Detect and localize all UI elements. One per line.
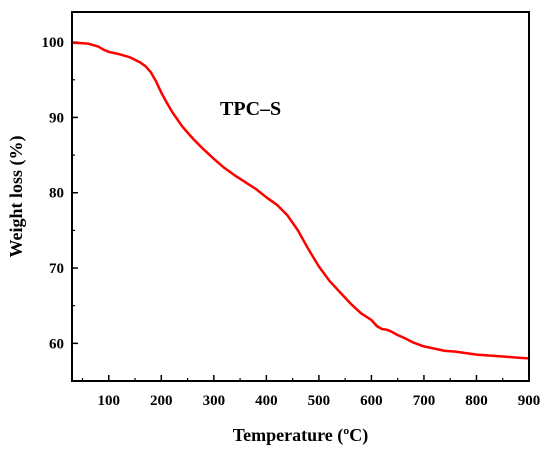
x-tick-labels: 100 200 300 400 500 600 700 800 900: [98, 393, 541, 409]
y-tick-label: 60: [49, 336, 64, 352]
x-tick-label: 400: [255, 393, 278, 409]
x-tick-label: 300: [203, 393, 226, 409]
tga-curve: [70, 41, 531, 360]
x-tick-label: 100: [98, 393, 121, 409]
y-tick-label: 80: [49, 186, 64, 202]
x-axis-title: Temperature (ºC): [233, 425, 368, 446]
x-tick-label: 600: [360, 393, 383, 409]
plot-frame: [71, 11, 530, 382]
y-tick-label: 90: [49, 110, 64, 126]
sample-annotation: TPC–S: [220, 98, 281, 120]
y-tick-label: 70: [49, 261, 64, 277]
x-tick-label: 900: [518, 393, 541, 409]
y-axis-title: Weight loss (%): [6, 135, 27, 257]
x-tick-label: 800: [465, 393, 488, 409]
x-tick-label: 200: [150, 393, 173, 409]
x-tick-label: 700: [413, 393, 436, 409]
y-tick-label: 100: [42, 35, 65, 51]
y-tick-labels: 60 70 80 90 100: [42, 35, 65, 352]
series-layer: [70, 41, 531, 360]
x-tick-label: 500: [308, 393, 331, 409]
